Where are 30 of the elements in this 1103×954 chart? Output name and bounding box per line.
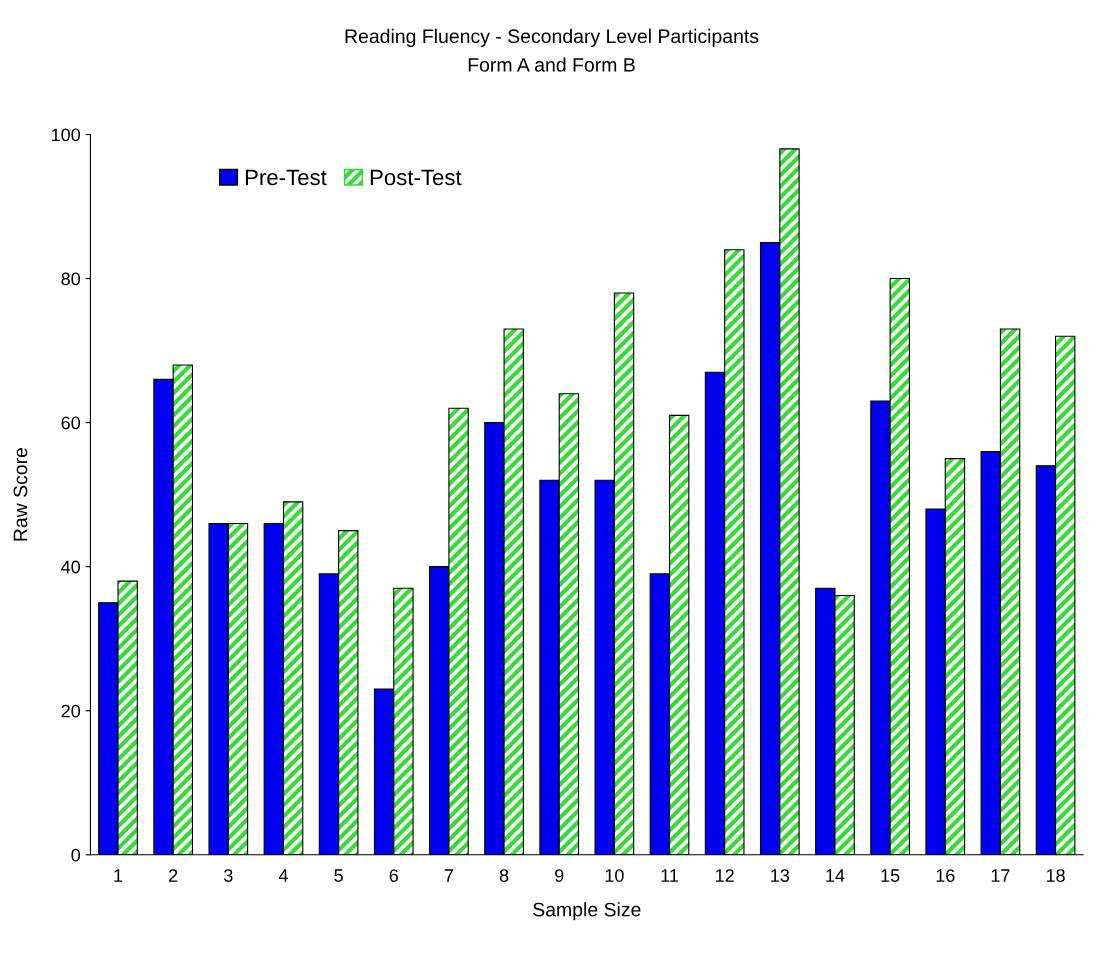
legend-label: Post-Test: [370, 169, 462, 186]
x-tick-label: 12: [716, 869, 734, 882]
x-tick-label: 17: [991, 869, 1010, 882]
x-tick-label: 13: [771, 869, 790, 882]
x-tick-label: 6: [389, 869, 398, 882]
x-tick-label: 9: [555, 869, 564, 882]
x-tick-label: 10: [605, 869, 624, 882]
x-axis-title: Sample Size: [533, 902, 641, 921]
y-tick-label: 0: [71, 848, 81, 862]
legend-label: Pre-Test: [245, 169, 327, 186]
y-tick-label: 40: [61, 560, 81, 574]
chart-subtitle: Form A and Form B: [468, 57, 635, 72]
x-tick-label: 18: [1046, 869, 1065, 882]
x-tick-label: 15: [881, 869, 900, 882]
y-tick-label: 80: [61, 272, 81, 286]
x-tick-label: 11: [661, 869, 679, 882]
x-tick-label: 4: [278, 869, 288, 882]
chart-title: Reading Fluency - Secondary Level Participants: [345, 28, 759, 47]
x-tick-label: 16: [936, 869, 955, 882]
y-tick-label: 60: [61, 416, 81, 430]
x-tick-label: 3: [223, 869, 233, 882]
x-tick-label: 14: [826, 869, 845, 882]
y-tick-label: 20: [61, 704, 81, 718]
x-tick-label: 5: [334, 869, 343, 882]
y-axis-title: Raw Score: [13, 447, 28, 541]
x-tick-label: 8: [499, 869, 509, 882]
x-tick-label: 1: [114, 869, 123, 882]
x-tick-label: 7: [444, 869, 454, 882]
x-tick-label: 2: [169, 869, 178, 882]
y-tick-label: 100: [51, 128, 81, 142]
